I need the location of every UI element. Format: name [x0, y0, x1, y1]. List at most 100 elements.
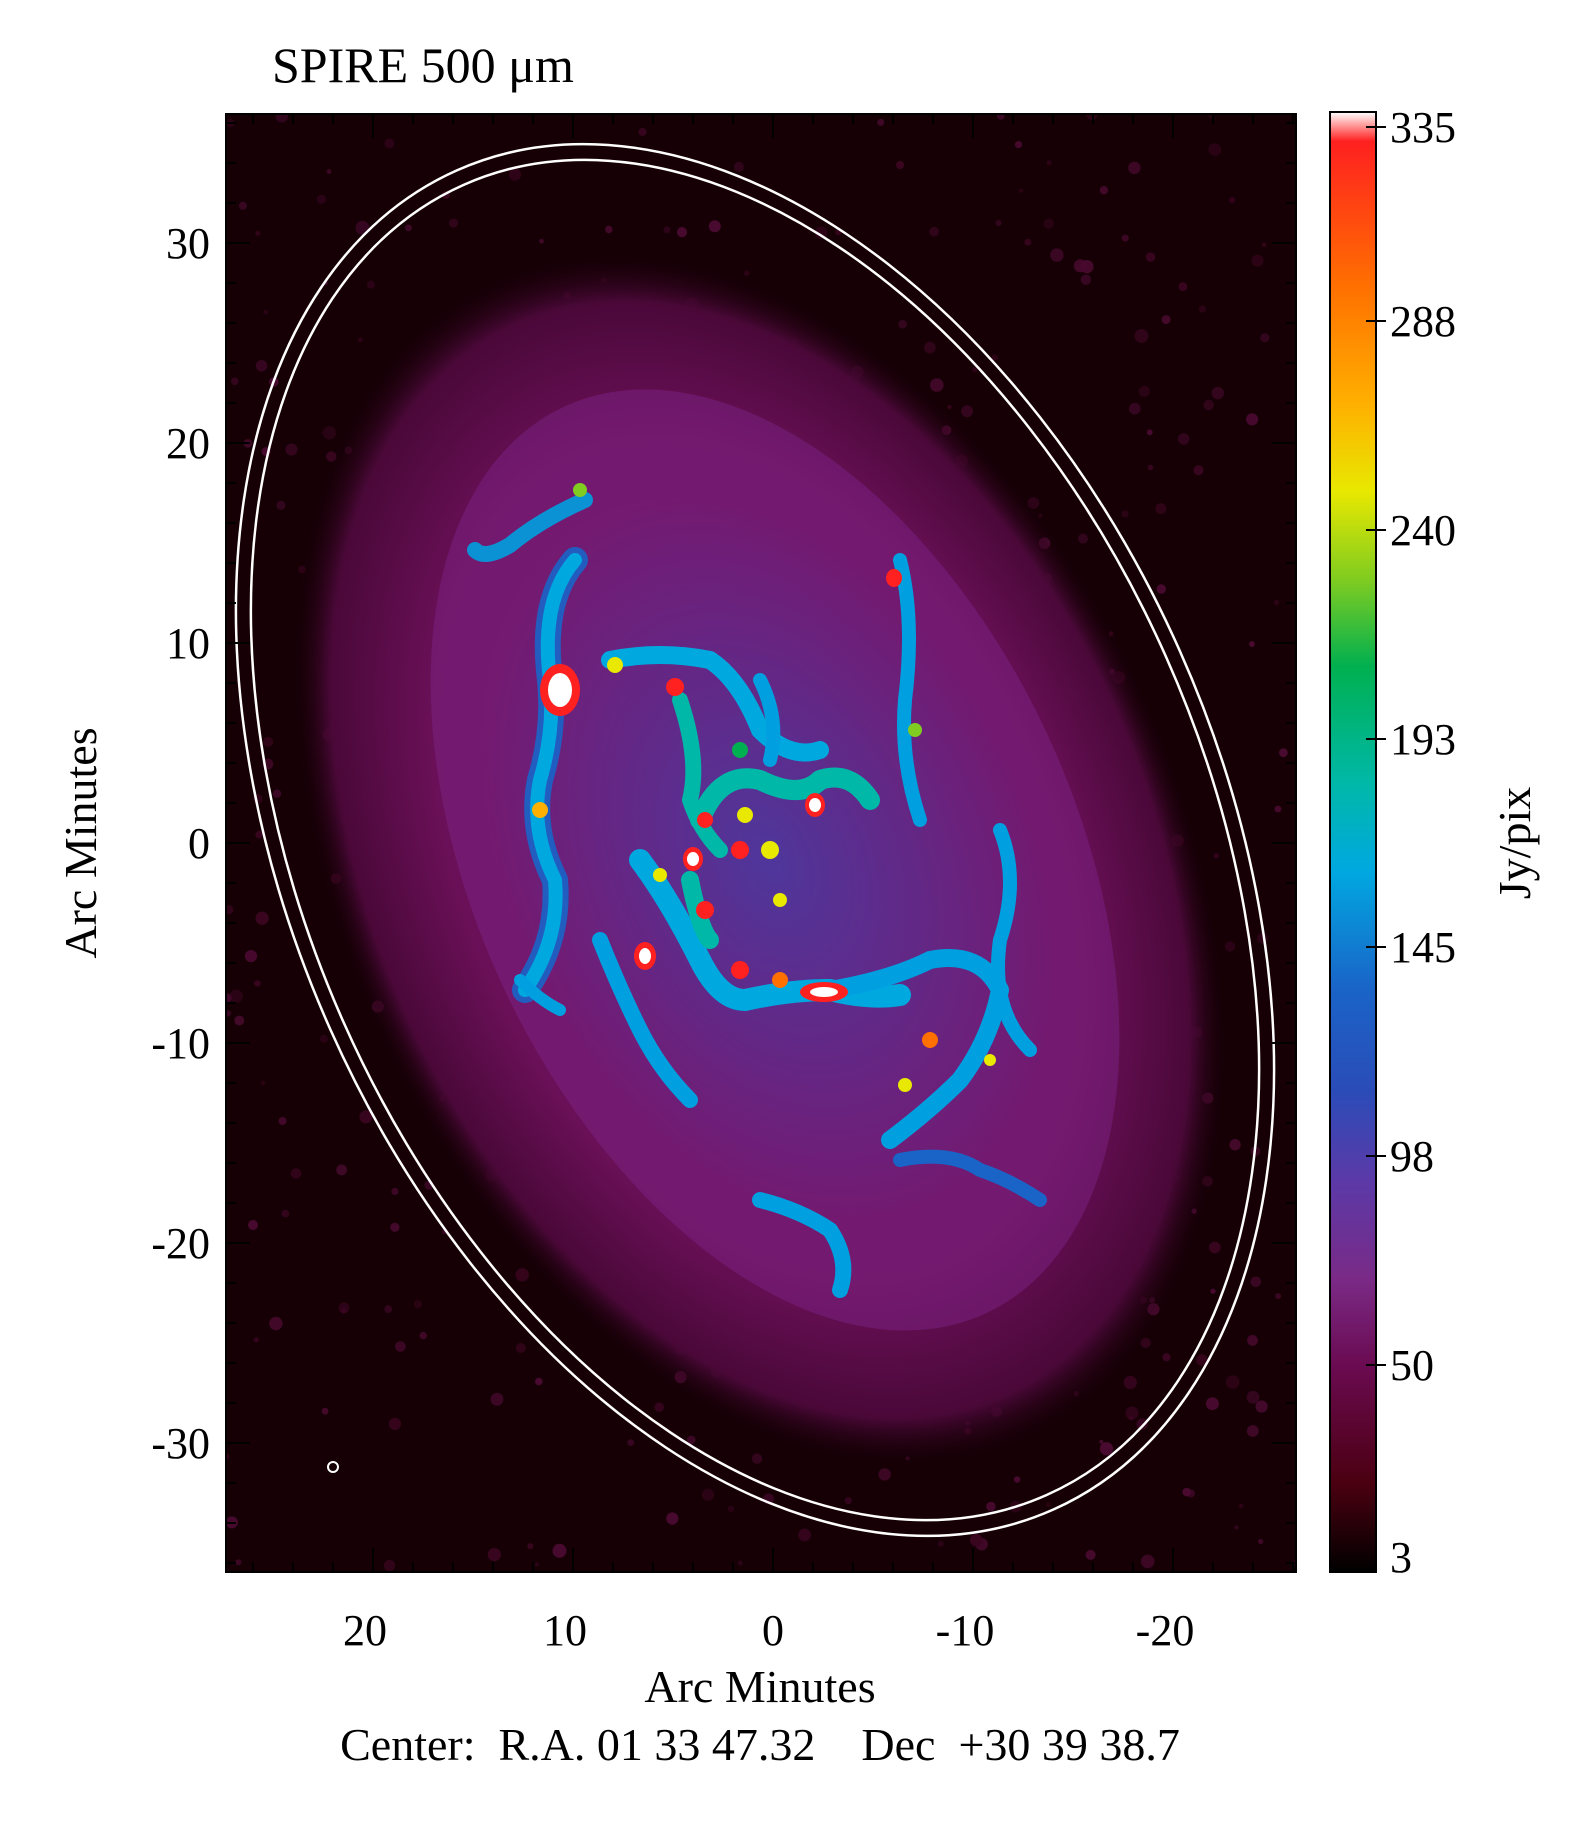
galaxy-image — [226, 114, 1296, 1572]
noise-speck — [535, 1377, 543, 1386]
noise-speck — [1128, 1415, 1134, 1421]
y-tick-label: -10 — [151, 1019, 210, 1068]
noise-speck — [676, 227, 688, 238]
noise-speck — [1134, 329, 1149, 343]
noise-speck — [255, 230, 261, 236]
noise-speck — [515, 1343, 526, 1353]
noise-speck — [1138, 385, 1150, 397]
noise-speck — [1251, 254, 1264, 267]
noise-speck — [733, 161, 744, 172]
noise-speck — [449, 218, 458, 228]
noise-speck — [388, 1417, 401, 1430]
x-tick-label: 10 — [543, 1606, 587, 1655]
noise-speck — [322, 426, 336, 440]
y-tick-label: -20 — [151, 1219, 210, 1268]
noise-speck — [539, 238, 544, 244]
noise-speck — [260, 1080, 266, 1086]
noise-speck — [896, 160, 905, 170]
noise-speck — [319, 1034, 328, 1043]
noise-speck — [490, 1392, 504, 1406]
noise-speck — [686, 1435, 696, 1445]
x-tick-labels: 20 10 0 -10 -20 — [343, 1606, 1194, 1655]
y-tick-label: 30 — [166, 219, 210, 268]
noise-speck — [1129, 402, 1141, 415]
noise-speck — [1258, 1538, 1264, 1545]
noise-speck — [844, 1497, 852, 1505]
colorbar-tick-label: 50 — [1390, 1341, 1434, 1390]
noise-speck — [1246, 413, 1259, 426]
noise-speck — [255, 830, 263, 839]
noise-speck — [1128, 161, 1141, 175]
noise-speck — [1099, 1442, 1114, 1456]
noise-speck — [487, 1548, 501, 1562]
noise-speck — [255, 911, 269, 925]
noise-speck — [1121, 234, 1129, 242]
noise-speck — [1156, 584, 1167, 594]
noise-speck — [1238, 1503, 1244, 1509]
noise-speck — [930, 378, 944, 392]
noise-speck — [1279, 748, 1288, 758]
noise-speck — [708, 220, 721, 233]
noise-speck — [413, 1300, 423, 1309]
y-tick-label: 10 — [166, 619, 210, 668]
noise-speck — [248, 1220, 258, 1230]
noise-speck — [654, 1402, 664, 1412]
noise-speck — [798, 1528, 811, 1542]
noise-speck — [269, 1316, 283, 1331]
noise-speck — [226, 905, 234, 915]
noise-speck — [226, 993, 232, 1004]
noise-speck — [744, 270, 750, 277]
noise-speck — [527, 1543, 534, 1550]
noise-speck — [972, 366, 978, 372]
noise-speck — [254, 980, 261, 987]
noise-speck — [326, 169, 332, 174]
colorbar-tick-label: 98 — [1390, 1132, 1434, 1181]
noise-speck — [263, 736, 274, 747]
noise-speck — [1146, 429, 1153, 436]
noise-speck — [1209, 1241, 1221, 1254]
y-tick-label: -30 — [151, 1419, 210, 1468]
noise-speck — [244, 950, 258, 963]
noise-speck — [1225, 1375, 1240, 1389]
spiral-arms — [467, 492, 1047, 1298]
noise-speck — [390, 1222, 400, 1232]
x-axis-label: Arc Minutes — [644, 1661, 875, 1712]
noise-speck — [1274, 805, 1282, 813]
noise-speck — [1045, 1502, 1051, 1507]
noise-speck — [358, 337, 363, 343]
noise-speck — [666, 1512, 679, 1525]
noise-speck — [336, 1164, 347, 1176]
noise-speck — [290, 1168, 302, 1179]
colorbar-label: Jy/pix — [1489, 787, 1540, 899]
noise-speck — [231, 377, 239, 386]
noise-speck — [737, 1560, 743, 1566]
noise-speck — [272, 789, 282, 798]
noise-speck — [253, 1337, 259, 1343]
noise-speck — [1123, 1375, 1137, 1389]
noise-speck — [1080, 274, 1092, 285]
noise-speck — [1086, 114, 1098, 121]
noise-speck — [1140, 1554, 1155, 1569]
noise-speck — [701, 1488, 715, 1501]
noise-speck — [255, 360, 268, 372]
noise-speck — [878, 1468, 891, 1481]
noise-speck — [383, 1559, 396, 1572]
bright-knots — [532, 483, 996, 1092]
noise-speck — [1205, 1397, 1219, 1411]
noise-speck — [877, 118, 885, 126]
noise-speck — [391, 1187, 399, 1195]
noise-speck — [1078, 533, 1088, 544]
noise-speck — [1125, 1406, 1139, 1420]
noise-speck — [338, 1302, 350, 1314]
noise-speck — [751, 1453, 763, 1464]
noise-speck — [638, 127, 647, 136]
noise-speck — [1050, 248, 1064, 262]
y-tick-label: 0 — [188, 819, 210, 868]
colorbar-tick-label: 3 — [1390, 1533, 1412, 1582]
noise-speck — [815, 226, 828, 239]
y-axis-label: Arc Minutes — [55, 727, 106, 958]
noise-speck — [898, 320, 907, 329]
colorbar-tick-label: 193 — [1390, 715, 1456, 764]
y-tick-label: 20 — [166, 419, 210, 468]
